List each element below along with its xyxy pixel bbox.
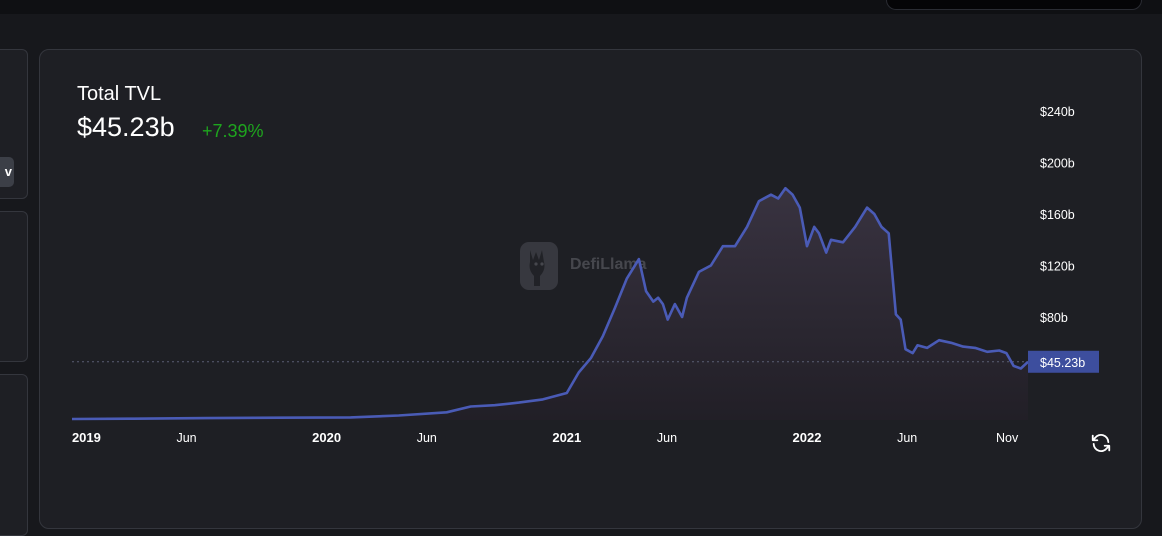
x-tick-label: 2021 (552, 430, 581, 445)
watermark-text: DefiLlama (570, 256, 647, 273)
tvl-line (71, 186, 1029, 421)
y-tick-label: $160b (1040, 208, 1075, 222)
left-panel-2 (0, 211, 28, 362)
tvl-chart: $80b $120b $160b $200b $240b 2019 Jun 2020 Jun 2… (71, 105, 1099, 445)
current-value-label: $45.23b (1040, 356, 1085, 370)
chart-title: Total TVL (77, 83, 162, 105)
x-tick-label: Jun (897, 431, 917, 445)
y-tick-label: $200b (1040, 157, 1075, 171)
tvl-value: $45.23b (77, 112, 175, 142)
x-tick-label: Jun (657, 431, 677, 445)
current-value-tag (1028, 350, 1099, 373)
y-tick-label: $80b (1040, 311, 1068, 325)
x-tick-label: Jun (176, 431, 196, 445)
tvl-area (72, 188, 1028, 420)
x-tick-label: Jun (417, 431, 437, 445)
x-tick-label: 2019 (72, 430, 101, 445)
chart-card (39, 49, 1142, 529)
x-tick-label: Nov (996, 431, 1019, 445)
x-tick-label: 2022 (793, 430, 822, 445)
tvl-change: +7.39% (202, 121, 264, 141)
llama-logo-icon (520, 242, 558, 290)
top-bar (0, 0, 1162, 14)
left-panel-3 (0, 374, 28, 536)
refresh-icon[interactable] (1090, 432, 1112, 454)
y-tick-label: $120b (1040, 260, 1075, 274)
y-tick-label: $240b (1040, 105, 1075, 119)
defillama-watermark: DefiLlama (518, 240, 668, 292)
x-tick-label: 2020 (312, 430, 341, 445)
side-chip-button[interactable]: v (0, 157, 14, 187)
